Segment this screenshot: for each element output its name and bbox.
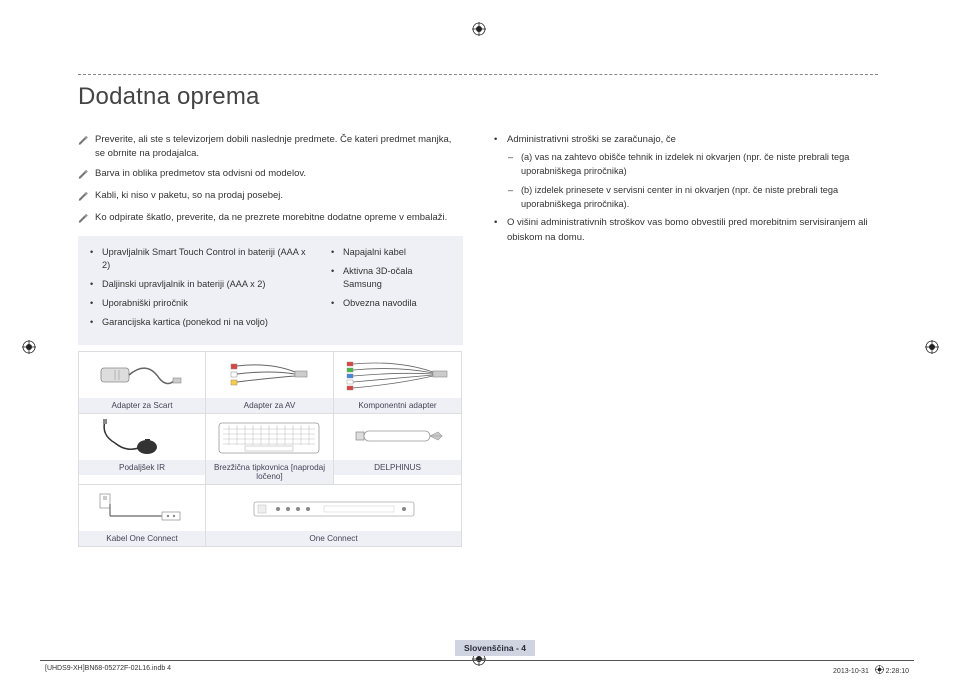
box-item: Garancijska kartica (ponekod ni na voljo… xyxy=(90,316,311,329)
accessory-label: One Connect xyxy=(206,531,461,546)
accessories-grid: Adapter za Scart Adapter za AV Komponent… xyxy=(78,351,463,547)
page-number: Slovenščina - 4 xyxy=(455,640,535,656)
notes-list: Preverite, ali ste s televizorjem dobili… xyxy=(78,133,463,228)
box-item: Upravljalnik Smart Touch Control in bate… xyxy=(90,246,311,272)
note-text: Barva in oblika predmetov sta odvisni od… xyxy=(95,167,306,184)
accessory-cell: DELPHINUS xyxy=(334,414,462,485)
footer-filename: [UHDS9-XH]BN68-05272F-02L16.indb 4 xyxy=(45,665,171,672)
accessory-label: Kabel One Connect xyxy=(79,531,205,546)
accessory-cell: Komponentni adapter xyxy=(334,351,462,414)
box-item: Napajalni kabel xyxy=(331,246,451,259)
pencil-icon xyxy=(78,190,89,206)
box-item: Obvezna navodila xyxy=(331,297,451,310)
accessory-cell: Brezžična tipkovnica [naprodaj ločeno] xyxy=(206,414,334,485)
accessory-cell: One Connect xyxy=(206,485,462,547)
section-divider xyxy=(78,74,878,75)
accessory-label: Adapter za AV xyxy=(206,398,333,413)
admin-costs-item: Administrativni stroški se zaračunajo, č… xyxy=(493,133,878,211)
pencil-icon xyxy=(78,168,89,184)
accessory-label: Brezžična tipkovnica [naprodaj ločeno] xyxy=(206,460,333,484)
note-item: Kabli, ki niso v paketu, so na prodaj po… xyxy=(78,189,463,206)
footer-rule xyxy=(40,660,914,661)
text: Administrativni stroški se zaračunajo, č… xyxy=(507,134,676,145)
pencil-icon xyxy=(78,134,89,162)
note-item: Barva in oblika predmetov sta odvisni od… xyxy=(78,167,463,184)
note-item: Ko odpirate škatlo, preverite, da ne pre… xyxy=(78,211,463,228)
box-item: Uporabniški priročnik xyxy=(90,297,311,310)
accessory-label: Adapter za Scart xyxy=(79,398,205,413)
page-content: Dodatna oprema Preverite, ali ste s tele… xyxy=(78,30,878,547)
registration-mark xyxy=(22,340,36,354)
note-text: Kabli, ki niso v paketu, so na prodaj po… xyxy=(95,189,283,206)
accessory-cell: Adapter za Scart xyxy=(78,351,206,414)
note-item: Preverite, ali ste s televizorjem dobili… xyxy=(78,133,463,162)
registration-mark xyxy=(925,340,939,354)
package-contents-box: Upravljalnik Smart Touch Control in bate… xyxy=(78,236,463,344)
accessory-cell: Podaljšek IR xyxy=(78,414,206,485)
right-column: Administrativni stroški se zaračunajo, č… xyxy=(493,133,878,547)
accessory-label: Komponentni adapter xyxy=(334,398,461,413)
box-list-right: Napajalni kabel Aktivna 3D-očala Samsung O… xyxy=(331,246,451,334)
footer-timestamp: 2013-10-31 2:28:10 xyxy=(833,665,909,675)
note-text: Ko odpirate škatlo, preverite, da ne pre… xyxy=(95,211,447,228)
pencil-icon xyxy=(78,212,89,228)
admin-subitem: (a) vas na zahtevo obišče tehnik in izde… xyxy=(507,151,878,179)
admin-subitems: (a) vas na zahtevo obišče tehnik in izde… xyxy=(507,151,878,211)
accessory-cell: Adapter za AV xyxy=(206,351,334,414)
accessory-label: Podaljšek IR xyxy=(79,460,205,475)
left-column: Preverite, ali ste s televizorjem dobili… xyxy=(78,133,463,547)
accessory-label: DELPHINUS xyxy=(334,460,461,475)
box-item: Aktivna 3D-očala Samsung xyxy=(331,265,451,291)
page-title: Dodatna oprema xyxy=(78,83,878,111)
box-list-left: Upravljalnik Smart Touch Control in bate… xyxy=(90,246,311,334)
accessory-cell: Kabel One Connect xyxy=(78,485,206,547)
note-text: Preverite, ali ste s televizorjem dobili… xyxy=(95,133,463,162)
admin-subitem: (b) izdelek prinesete v servisni center … xyxy=(507,184,878,212)
box-item: Daljinski upravljalnik in bateriji (AAA … xyxy=(90,278,311,291)
admin-costs-note: O višini administrativnih stroškov vas b… xyxy=(493,216,878,245)
